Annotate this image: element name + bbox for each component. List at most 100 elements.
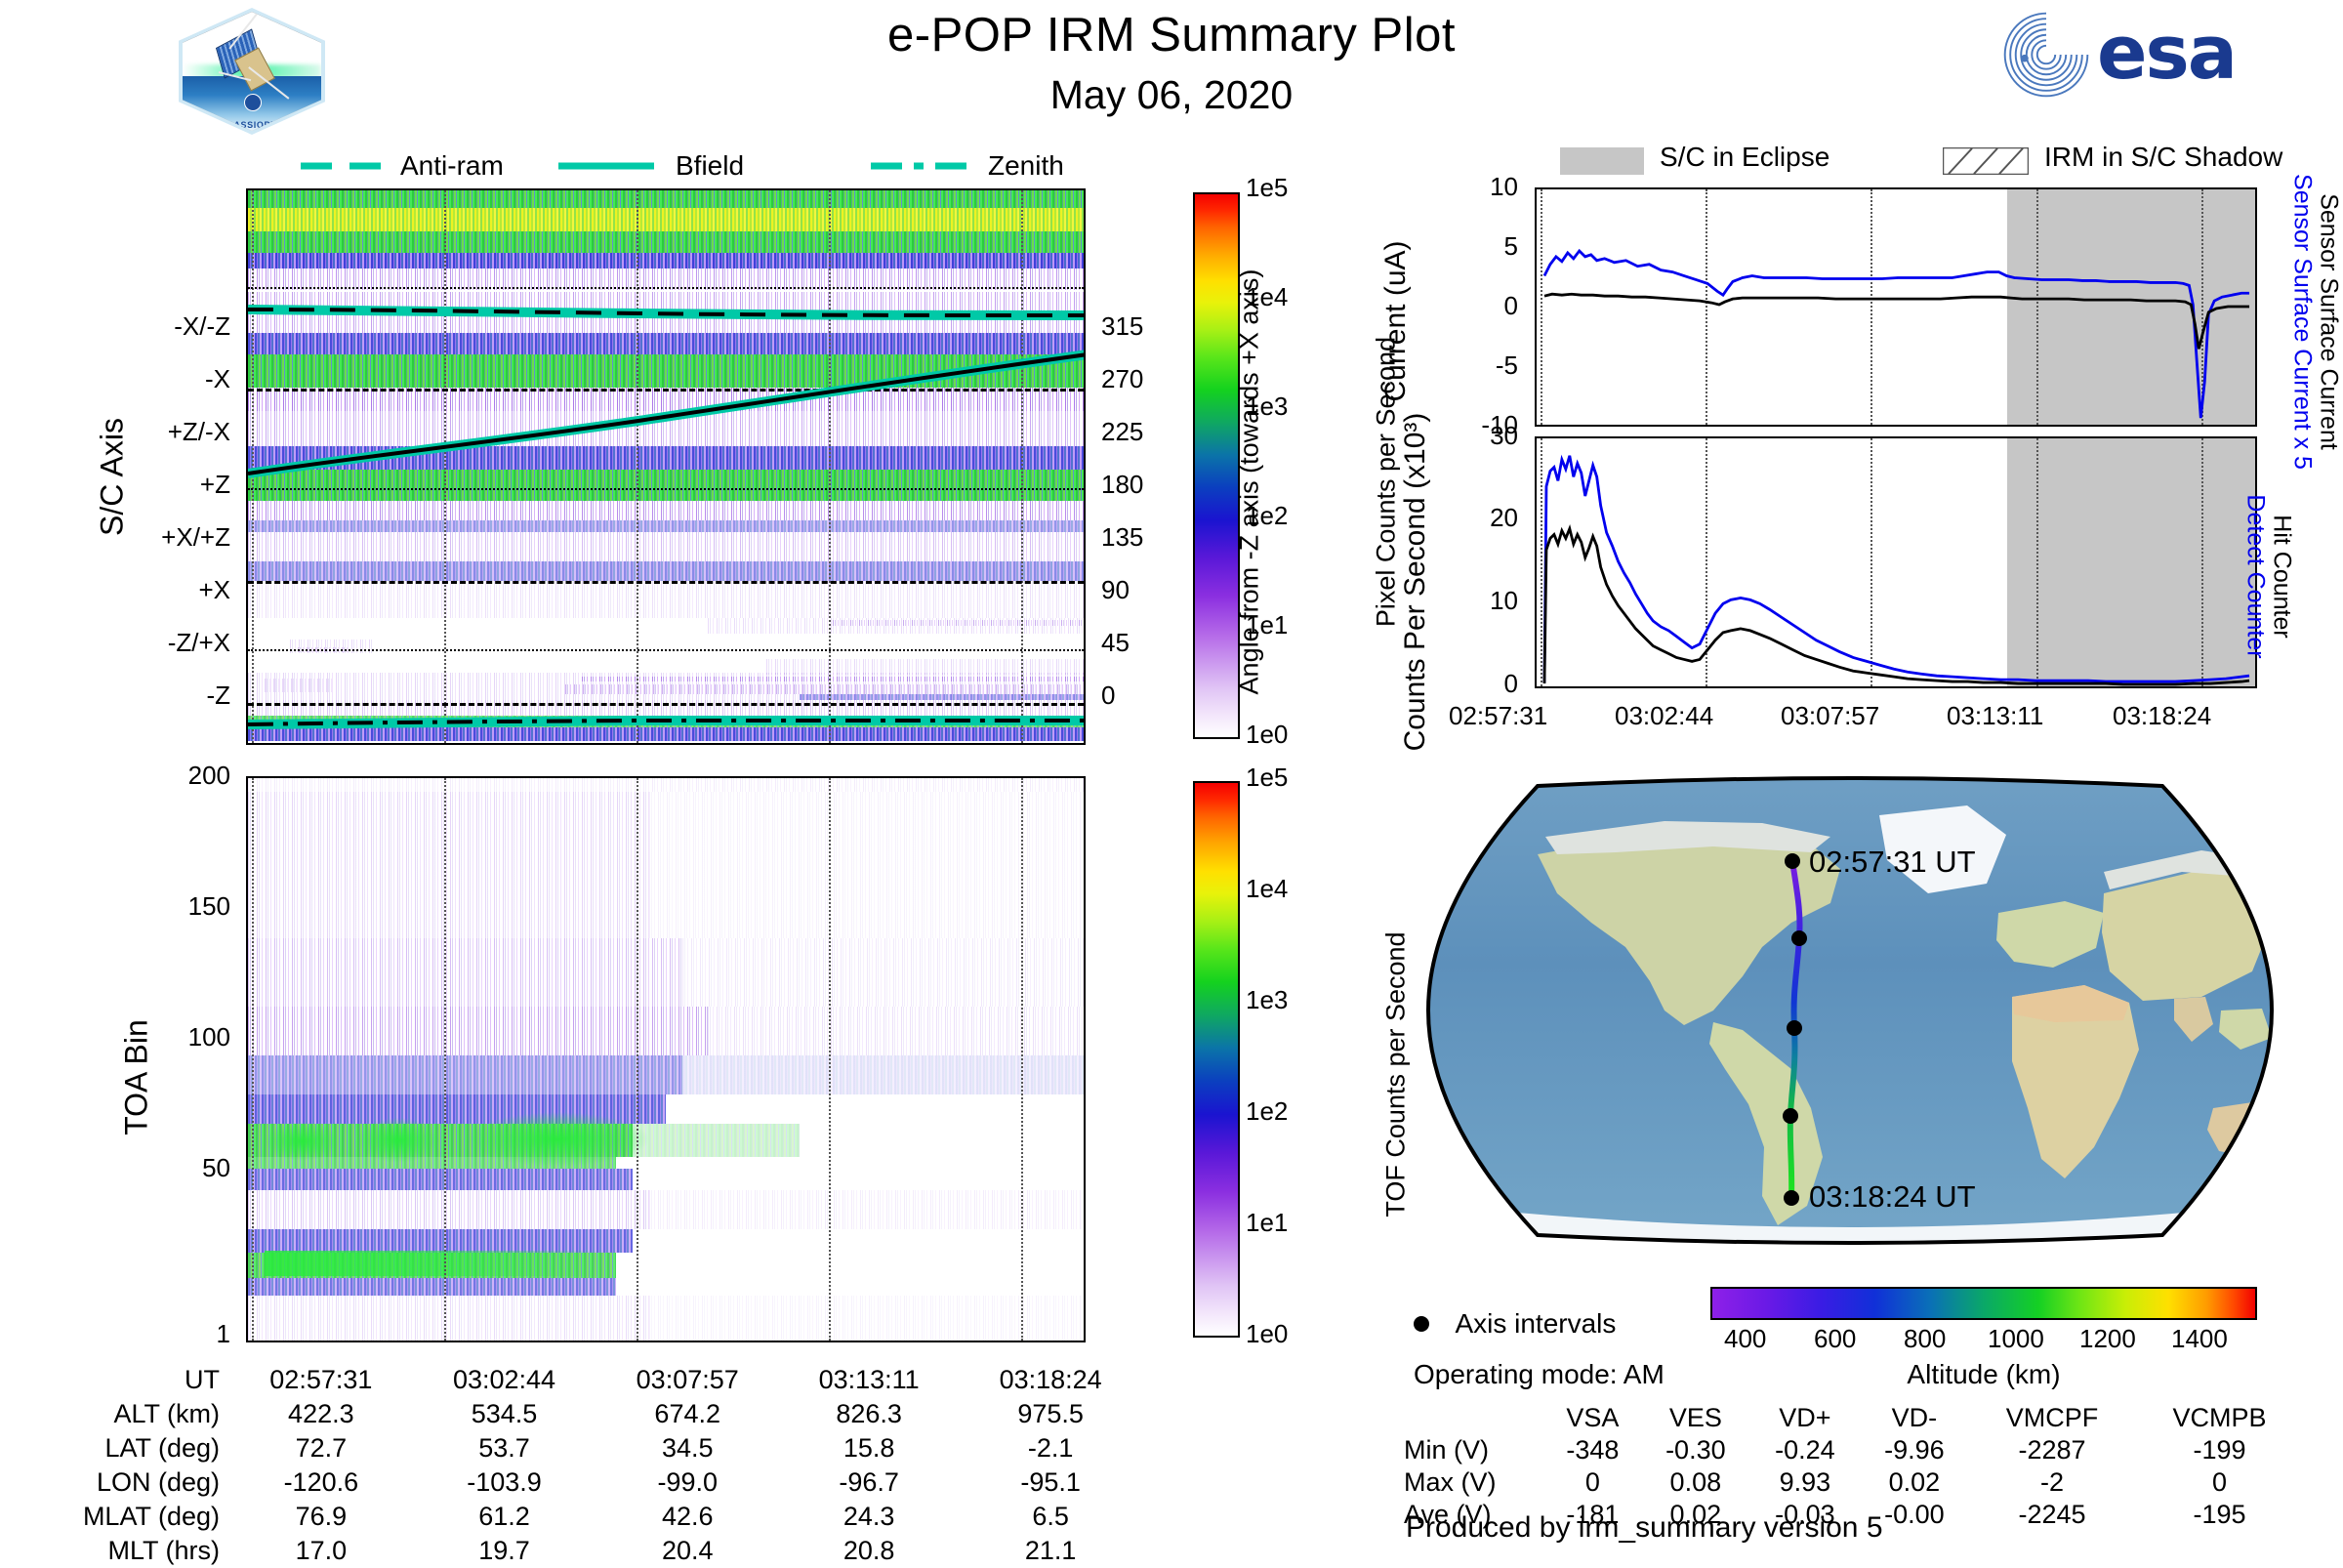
ytick-label-right: 315 [1101, 311, 1144, 341]
cell: 03:07:57 [636, 1365, 739, 1394]
ytick-label: +Z [199, 470, 230, 499]
colorbar-tick: 1e0 [1246, 720, 1289, 749]
landmass-antarctica [1428, 1204, 2272, 1243]
ytick-label: -X/-Z [174, 311, 230, 341]
cell: -2.1 [1027, 1433, 1074, 1463]
track-marker [1791, 930, 1807, 946]
esa-logo: esa [1999, 8, 2292, 103]
landmass-sahara [2012, 985, 2129, 1022]
pixel-counts-colorbar-gradient [1195, 194, 1238, 737]
time-tick-label: 03:07:57 [1781, 701, 1880, 730]
row-label: Min (V) [1404, 1435, 1489, 1465]
cell: 03:13:11 [818, 1365, 920, 1394]
ytick-label-right: 90 [1101, 575, 1130, 604]
legend-item-zenith: Zenith [988, 150, 1064, 181]
tof-counts-colorbar [1193, 781, 1240, 1338]
cell: -0.24 [1775, 1435, 1835, 1465]
ytick-label: -Z/+X [167, 628, 230, 657]
time-tick-label: 03:13:11 [1947, 701, 2044, 730]
cell: 03:18:24 [999, 1365, 1102, 1394]
track-start-label: 02:57:31 UT [1809, 845, 1976, 879]
cell: -348 [1566, 1435, 1620, 1465]
ytick-label: 10 [1490, 586, 1518, 615]
cell: -2287 [2018, 1435, 2086, 1465]
column-header: VCMPB [2172, 1403, 2267, 1432]
cell: -199 [2193, 1435, 2246, 1465]
landmass-arctic-canada [1545, 821, 1830, 854]
world-map [1425, 776, 2275, 1245]
track-end-label: 03:18:24 UT [1809, 1179, 1976, 1214]
page-date: May 06, 2020 [1049, 72, 1294, 117]
cassiope-logo: CASSIOPE [179, 8, 325, 135]
row-label: UT [185, 1365, 220, 1394]
row-label: Max (V) [1404, 1467, 1497, 1497]
current-ytick-labels: 10 5 0 -5 -10 [1367, 172, 1528, 439]
operating-mode-label: Operating mode: AM [1414, 1359, 1665, 1389]
ytick-label-right: 225 [1101, 417, 1144, 446]
colorbar-tick: 1e1 [1246, 1208, 1289, 1237]
cell: -99.0 [657, 1467, 718, 1497]
cell: 20.8 [843, 1536, 895, 1565]
cell: -95.1 [1020, 1467, 1081, 1497]
ytick-label: +X/+Z [161, 522, 230, 552]
altitude-colorbar [1710, 1287, 2257, 1320]
pixel-counts-colorbar-ticks: 1e5 1e4 1e3 1e2 1e1 1e0 [1246, 173, 1373, 749]
cell: 0.08 [1669, 1467, 1722, 1497]
eclipse-swatch [1560, 147, 1644, 175]
time-tick-label: 03:18:24 [2113, 701, 2212, 730]
cell: 534.5 [471, 1399, 538, 1428]
current-plot [1535, 187, 2257, 427]
landmass-southeast-asia [2219, 1009, 2272, 1050]
colorbar-tick: 1e2 [1246, 501, 1289, 530]
landmass-north-america [1538, 833, 1840, 1025]
ytick-label: 5 [1503, 231, 1518, 261]
ground-track-map: 02:57:31 UT 03:18:24 UT [1420, 776, 2280, 1245]
cell: 20.4 [661, 1536, 714, 1565]
altitude-colorbar-ticks: 400 600 800 1000 1200 1400 [1710, 1324, 2257, 1363]
cell: -0.00 [1884, 1500, 1945, 1529]
track-marker [1785, 853, 1800, 869]
colorbar-tick: 1e4 [1246, 874, 1289, 903]
ytick-label: 50 [202, 1153, 230, 1182]
tof-counts-colorbar-gradient [1195, 783, 1238, 1336]
colorbar-tick: 1e1 [1246, 610, 1289, 640]
ytick-label: 0 [1503, 291, 1518, 320]
ytick-label: -5 [1495, 351, 1518, 380]
cell: 674.2 [654, 1399, 720, 1428]
colorbar-tick: 1e2 [1246, 1096, 1289, 1126]
toa-bin-ylabel: TOA Bin [118, 1019, 154, 1135]
ytick-label-right: 180 [1101, 470, 1144, 499]
column-header: VD+ [1779, 1403, 1831, 1432]
esa-swirl-icon [2003, 12, 2089, 98]
cell: 61.2 [478, 1502, 530, 1531]
ytick-label: 30 [1490, 421, 1518, 450]
cell: -0.03 [1775, 1500, 1835, 1529]
column-header: VSA [1566, 1403, 1620, 1432]
tof-counts-colorbar-label: TOF Counts per Second [1380, 931, 1411, 1217]
footer-produced-by: Produced by irm_summary version 5 [1406, 1511, 1883, 1544]
colorbar-tick: 400 [1724, 1324, 1767, 1353]
time-tick-label: 02:57:31 [1449, 701, 1548, 730]
cell: 9.93 [1779, 1467, 1831, 1497]
landmass-india [2174, 997, 2213, 1042]
altitude-colorbar-label: Altitude (km) [1907, 1359, 2061, 1389]
colorbar-tick: 1e3 [1246, 392, 1289, 421]
row-label: LAT (deg) [104, 1433, 220, 1463]
table-header-row: VSA VES VD+ VD- VMCPF VCMPB [1396, 1402, 2304, 1434]
toa-bin-spectrogram-image [248, 778, 1084, 1341]
ytick-label: +Z/-X [167, 417, 230, 446]
column-header: VD- [1891, 1403, 1938, 1432]
sc-axis-spectrogram [246, 188, 1086, 745]
sc-axis-legend-lines [301, 162, 966, 170]
ytick-label: -Z [206, 681, 230, 710]
landmass-asia [2102, 870, 2272, 1001]
colorbar-tick: 1e4 [1246, 282, 1289, 311]
ytick-label-right: 270 [1101, 364, 1144, 393]
cell: 03:02:44 [452, 1365, 556, 1394]
esa-wordmark: esa [2097, 9, 2238, 96]
row-label: MLAT (deg) [82, 1502, 220, 1531]
ephemeris-table: UT 02:57:31 03:02:44 03:07:57 03:13:11 0… [39, 1363, 1142, 1568]
altitude-colorbar-gradient [1712, 1289, 2255, 1318]
ytick-label-right: 0 [1101, 681, 1116, 710]
ytick-label: -X [205, 364, 230, 393]
